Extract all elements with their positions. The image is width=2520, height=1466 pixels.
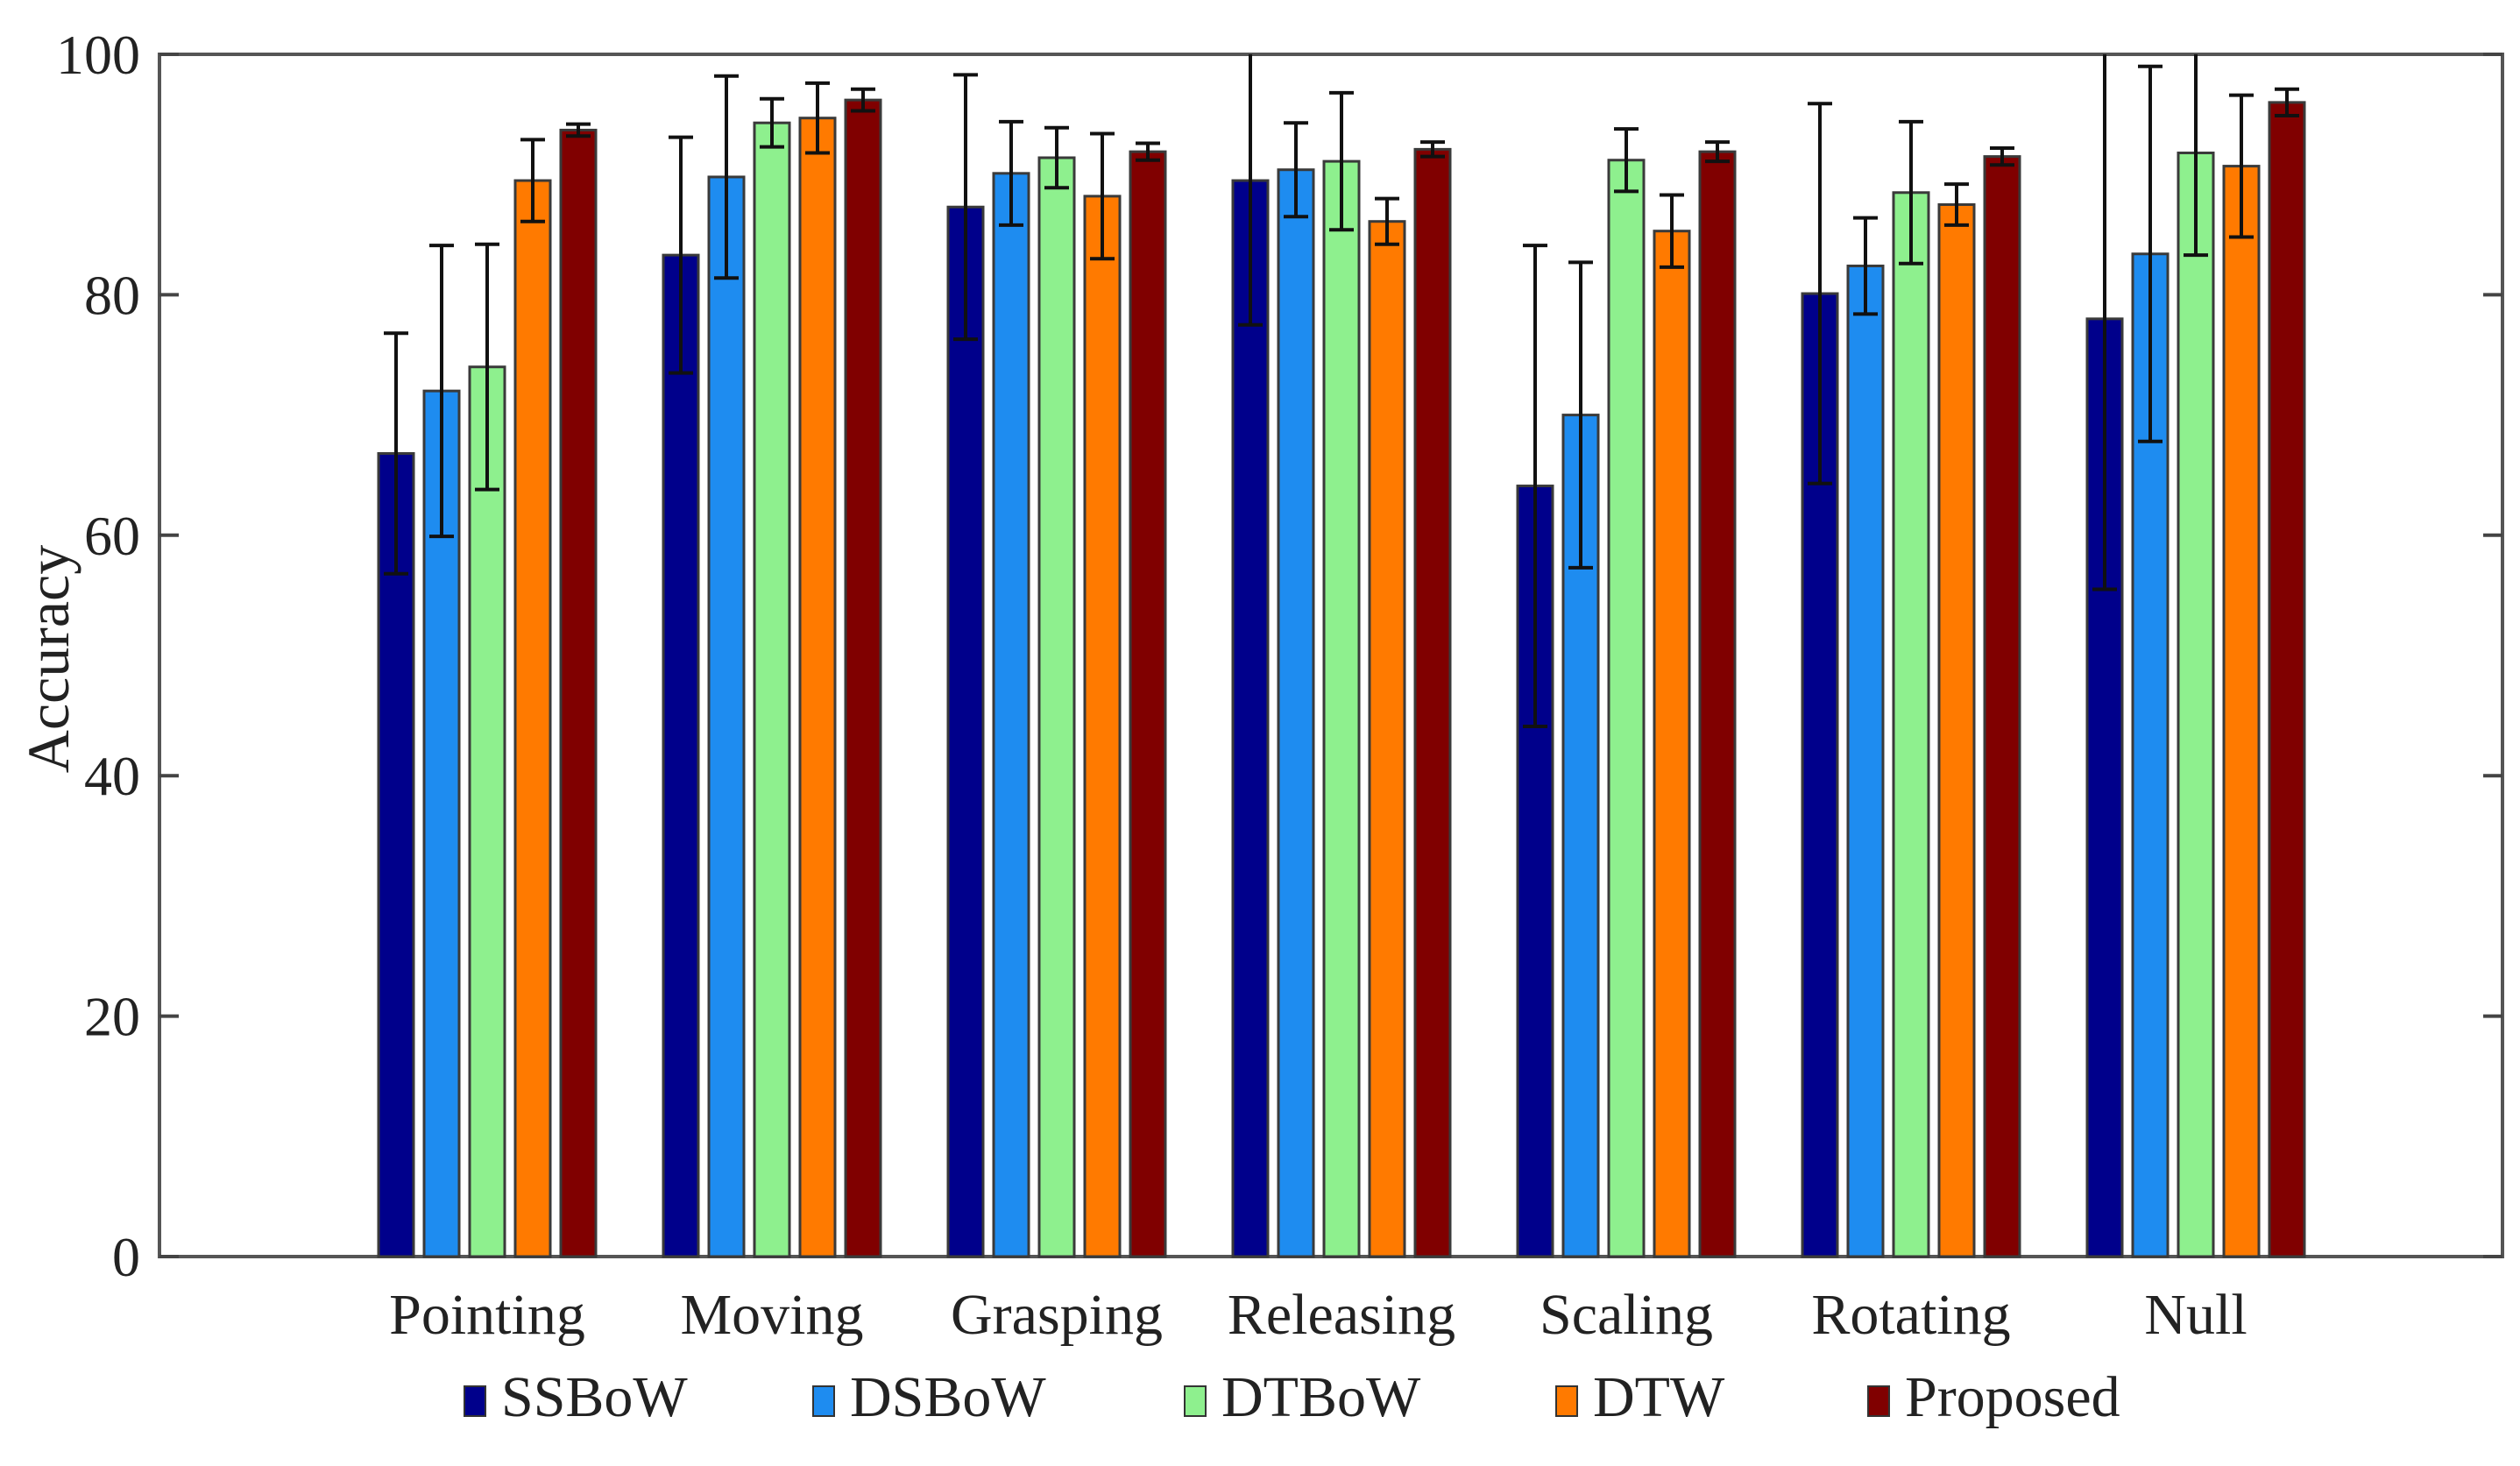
- bar-dtbow-rotating: [1892, 191, 1930, 1258]
- bar-ssbow-rotating: [1801, 292, 1839, 1258]
- x-category-label-rotating: Rotating: [1811, 1283, 2010, 1347]
- bar-ssbow-moving: [662, 253, 700, 1258]
- y-tick-label-100: 100: [56, 24, 140, 86]
- x-category-label-releasing: Releasing: [1228, 1283, 1455, 1347]
- bar-proposed-releasing: [1413, 147, 1452, 1258]
- x-category-label-moving: Moving: [680, 1283, 863, 1347]
- legend-swatch-ssbow: [464, 1385, 486, 1417]
- bar-dtbow-pointing: [468, 365, 506, 1258]
- y-tick-label-80: 80: [84, 264, 140, 326]
- bar-proposed-scaling: [1698, 150, 1737, 1258]
- bar-dtw-moving: [798, 117, 837, 1258]
- bar-proposed-null: [2268, 101, 2306, 1258]
- y-tick-label-60: 60: [84, 505, 140, 567]
- legend-label-proposed: Proposed: [1905, 1365, 2120, 1429]
- bar-proposed-pointing: [559, 128, 598, 1258]
- bar-dtw-null: [2222, 165, 2261, 1258]
- legend-label-dtbow: DTBoW: [1221, 1365, 1421, 1429]
- x-category-label-scaling: Scaling: [1540, 1283, 1713, 1347]
- bar-dsbow-grasping: [992, 172, 1030, 1258]
- bar-dtw-pointing: [513, 179, 552, 1258]
- bars-layer: [377, 98, 2306, 1258]
- legend-swatch-dsbow: [812, 1385, 835, 1417]
- bar-proposed-grasping: [1129, 150, 1167, 1258]
- bar-dtw-rotating: [1937, 203, 1976, 1258]
- bar-proposed-rotating: [1983, 155, 2021, 1258]
- legend-label-dsbow: DSBoW: [850, 1365, 1046, 1429]
- bar-dtw-grasping: [1083, 195, 1122, 1258]
- bar-dtbow-scaling: [1607, 159, 1646, 1258]
- legend-swatch-proposed: [1867, 1385, 1890, 1417]
- y-tick-label-0: 0: [112, 1226, 140, 1288]
- bar-ssbow-grasping: [946, 205, 985, 1258]
- legend-swatch-dtbow: [1184, 1385, 1207, 1417]
- bar-dtw-releasing: [1368, 220, 1406, 1258]
- bar-dtw-scaling: [1653, 230, 1691, 1258]
- x-category-label-pointing: Pointing: [389, 1283, 585, 1347]
- y-axis: 0 20 40 60 80 100: [56, 24, 2502, 1288]
- bar-ssbow-releasing: [1231, 179, 1270, 1258]
- bar-dtbow-moving: [753, 121, 791, 1258]
- bar-dsbow-rotating: [1846, 264, 1885, 1258]
- x-category-label-null: Null: [2144, 1283, 2247, 1347]
- bar-dtbow-null: [2177, 152, 2215, 1258]
- bar-dsbow-moving: [707, 175, 746, 1258]
- error-bars-layer: [384, 54, 2299, 728]
- y-tick-label-20: 20: [84, 986, 140, 1048]
- legend-swatch-dtw: [1555, 1385, 1578, 1417]
- y-tick-label-40: 40: [84, 745, 140, 807]
- bar-dtbow-grasping: [1037, 156, 1076, 1258]
- bar-proposed-moving: [844, 98, 882, 1258]
- bar-dtbow-releasing: [1322, 159, 1361, 1258]
- x-category-label-grasping: Grasping: [951, 1283, 1163, 1347]
- legend-label-ssbow: SSBoW: [501, 1365, 688, 1429]
- legend-label-dtw: DTW: [1593, 1365, 1725, 1429]
- y-axis-title: Accuracy: [15, 545, 81, 773]
- legend: SSBoW DSBoW DTBoW DTW Proposed: [464, 1365, 2120, 1429]
- bar-dsbow-releasing: [1277, 168, 1315, 1258]
- x-axis: Pointing Moving Grasping Releasing Scaling Ro…: [389, 1283, 2247, 1347]
